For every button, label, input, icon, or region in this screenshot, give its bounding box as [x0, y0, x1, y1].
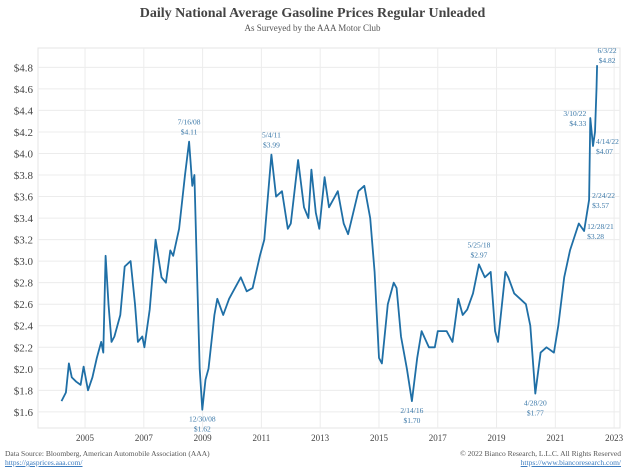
y-tick-label: $2.6 [14, 299, 34, 311]
footer-site-link[interactable]: https://www.biancoresearch.com/ [520, 458, 621, 467]
annotation-price: $2.97 [470, 250, 487, 259]
annotation-price: $1.77 [527, 409, 544, 418]
y-tick-label: $4.6 [14, 84, 34, 96]
annotation-date: 5/25/18 [467, 240, 490, 249]
x-tick-label: 2009 [194, 433, 213, 443]
annotation-date: 2/14/16 [400, 406, 423, 415]
price-line [60, 65, 598, 411]
plot-area [37, 47, 621, 429]
y-tick-label: $2.0 [14, 364, 34, 376]
annotation-date: 3/10/22 [563, 109, 586, 118]
footer-source: Data Source: Bloomberg, American Automob… [5, 449, 210, 458]
y-tick-label: $2.8 [14, 278, 34, 290]
x-tick-label: 2005 [76, 433, 95, 443]
annotation-date: 7/16/08 [178, 118, 201, 127]
annotation-price: $4.11 [181, 128, 198, 137]
y-tick-label: $1.6 [14, 407, 34, 419]
x-tick-label: 2023 [605, 433, 624, 443]
annotation-date: 4/28/20 [524, 399, 547, 408]
annotation-price: $1.62 [194, 425, 211, 434]
annotation-price: $4.33 [569, 119, 586, 128]
x-tick-label: 2019 [488, 433, 507, 443]
x-tick-label: 2011 [253, 433, 271, 443]
y-tick-label: $3.2 [14, 235, 33, 247]
x-tick-label: 2017 [429, 433, 448, 443]
y-tick-label: $4.4 [14, 105, 34, 117]
x-tick-label: 2021 [546, 433, 564, 443]
annotation-date: 4/14/22 [596, 137, 619, 146]
annotation-price: $3.57 [592, 201, 609, 210]
y-tick-label: $3.4 [14, 213, 34, 225]
x-tick-label: 2015 [370, 433, 389, 443]
y-tick-label: $4.0 [14, 148, 34, 160]
y-tick-label: $4.8 [14, 62, 34, 74]
annotation-price: $4.07 [596, 147, 613, 156]
y-tick-label: $3.0 [14, 256, 34, 268]
annotation-price: $3.99 [263, 141, 280, 150]
chart-subtitle: As Surveyed by the AAA Motor Club [244, 23, 381, 33]
annotation-date: 5/4/11 [262, 131, 281, 140]
annotation-price: $3.28 [587, 232, 604, 241]
annotation-price: $1.70 [403, 416, 420, 425]
annotation-date: 12/30/08 [189, 415, 216, 424]
annotation-date: 12/28/21 [587, 222, 614, 231]
x-tick-label: 2013 [311, 433, 330, 443]
footer-copyright: © 2022 Bianco Research, L.L.C. All Right… [460, 449, 621, 458]
y-tick-label: $3.8 [14, 170, 34, 182]
y-tick-label: $3.6 [14, 192, 34, 204]
y-tick-label: $2.2 [14, 342, 33, 354]
footer-source-link[interactable]: https://gasprices.aaa.com/ [5, 458, 83, 467]
x-tick-label: 2007 [135, 433, 154, 443]
annotation-date: 6/3/22 [597, 46, 616, 55]
annotation-date: 2/24/22 [592, 191, 615, 200]
y-tick-label: $2.4 [14, 321, 34, 333]
chart-title: Daily National Average Gasoline Prices R… [139, 6, 486, 21]
y-tick-label: $1.8 [14, 385, 34, 397]
y-tick-label: $4.2 [14, 127, 33, 139]
annotation-price: $4.82 [599, 56, 616, 65]
